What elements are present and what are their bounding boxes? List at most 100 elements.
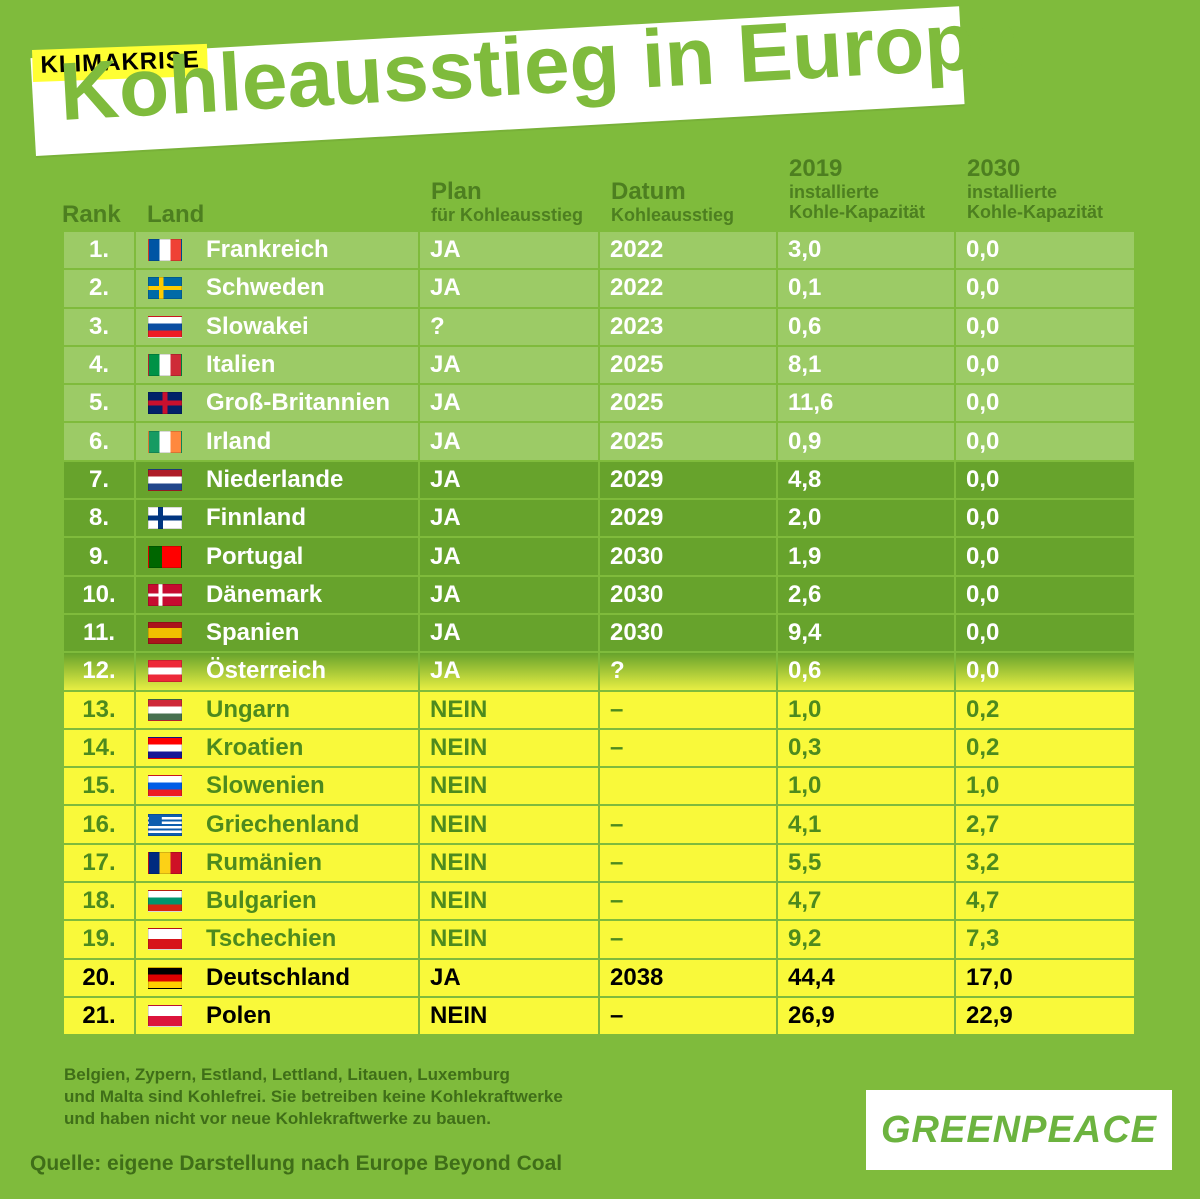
- czechia-flag-icon: [148, 928, 182, 951]
- plan-cell: JA: [420, 614, 598, 652]
- ireland-flag-icon: [148, 430, 182, 453]
- capacity-2019-cell: 3,0: [778, 232, 954, 269]
- capacity-2019-cell: 2,6: [778, 576, 954, 613]
- header-plan-sub: für Kohleausstieg: [431, 205, 584, 225]
- header-datum-sub: Kohleausstieg: [611, 205, 735, 225]
- rank-cell: 9.: [64, 538, 134, 575]
- rank-cell: 12.: [64, 653, 134, 690]
- capacity-2030-cell: 0,0: [956, 385, 1134, 422]
- croatia-flag-icon: [148, 737, 182, 759]
- datum-cell: –: [600, 883, 776, 920]
- rank-cell: 4.: [64, 346, 134, 384]
- rank-cell: 13.: [64, 691, 134, 728]
- land-name: Spanien: [206, 619, 300, 647]
- portugal-flag-icon: [148, 545, 182, 568]
- capacity-2019-cell: 11,6: [778, 385, 954, 422]
- datum-cell: –: [600, 844, 776, 882]
- capacity-2030-cell: 7,3: [956, 921, 1134, 958]
- land-name: Portugal: [206, 542, 304, 570]
- datum-cell: 2030: [600, 576, 776, 613]
- land-cell: Polen: [136, 997, 418, 1035]
- bulgaria-flag-icon: [148, 890, 182, 913]
- header-cap2019: 2019 installierte Kohle-Kapazität: [789, 157, 926, 222]
- land-name: Bulgarien: [206, 887, 317, 915]
- plan-cell: JA: [420, 232, 598, 269]
- land-cell: Groß-Britannien: [136, 385, 418, 422]
- header-cap2019-sub1: installierte: [789, 182, 880, 202]
- datum-cell: 2029: [600, 461, 776, 499]
- greenpeace-logo-text: GREENPEACE: [880, 1108, 1158, 1151]
- table-row: 15. Slowenien NEIN 1,0 1,0: [64, 768, 1134, 806]
- land-cell: Slowenien: [136, 768, 418, 805]
- capacity-2019-cell: 9,2: [778, 921, 954, 958]
- germany-flag-icon: [148, 966, 182, 989]
- plan-cell: JA: [420, 500, 598, 537]
- plan-cell: NEIN: [420, 921, 598, 958]
- rank-cell: 3.: [64, 308, 134, 345]
- land-cell: Irland: [136, 423, 418, 460]
- plan-cell: NEIN: [420, 997, 598, 1035]
- plan-cell: JA: [420, 346, 598, 384]
- capacity-2019-cell: 1,9: [778, 538, 954, 575]
- rank-cell: 18.: [64, 883, 134, 920]
- land-name: Finnland: [206, 504, 306, 532]
- land-cell: Deutschland: [136, 959, 418, 996]
- table-row: 4. Italien JA 2025 8,1 0,0: [64, 346, 1134, 385]
- source-note: Quelle: eigene Darstellung nach Europe B…: [30, 1152, 563, 1175]
- header-cap2030-sub2: Kohle-Kapazität: [967, 202, 1104, 222]
- plan-cell: NEIN: [420, 691, 598, 728]
- land-name: Kroatien: [206, 734, 304, 761]
- table-row: 13. Ungarn NEIN –1,0 0,2: [64, 691, 1134, 730]
- datum-cell: ?: [600, 653, 776, 690]
- rank-cell: 2.: [64, 270, 134, 307]
- capacity-2019-cell: 1,0: [778, 768, 954, 805]
- table-row: 11. Spanien JA 2030 9,4 0,0: [64, 614, 1134, 653]
- capacity-2030-cell: 0,0: [956, 500, 1134, 537]
- header-cap2019-sub2: Kohle-Kapazität: [789, 202, 926, 222]
- table-row: 12. Österreich JA? 0,6 0,0: [64, 653, 1134, 691]
- capacity-2019-cell: 9,4: [778, 614, 954, 652]
- plan-cell: JA: [420, 576, 598, 613]
- rank-cell: 6.: [64, 423, 134, 460]
- capacity-2019-cell: 0,6: [778, 653, 954, 690]
- datum-cell: [600, 768, 776, 805]
- datum-cell: 2025: [600, 346, 776, 384]
- plan-cell: NEIN: [420, 806, 598, 843]
- capacity-2019-cell: 4,7: [778, 883, 954, 920]
- table-row: 1. Frankreich JA 2022 3,0 0,0: [64, 232, 1134, 270]
- table-row: 2. Schweden JA 2022 0,1 0,0: [64, 270, 1134, 308]
- land-name: Dänemark: [206, 580, 323, 608]
- plan-cell: NEIN: [420, 768, 598, 805]
- land-cell: Frankreich: [136, 232, 418, 269]
- header-cap2030-sub1: installierte: [967, 182, 1058, 202]
- plan-cell: NEIN: [420, 844, 598, 882]
- rank-cell: 20.: [64, 959, 134, 996]
- capacity-2030-cell: 22,9: [956, 997, 1134, 1035]
- ranking-table: 1. Frankreich JA 2022 3,0 0,0 2. Schweden JA 2022…: [64, 232, 1134, 1036]
- table-row: 17. Rumänien NEIN –5,5 3,2: [64, 844, 1134, 883]
- capacity-2019-cell: 0,6: [778, 308, 954, 345]
- greenpeace-logo: GREENPEACE: [866, 1090, 1172, 1170]
- capacity-2019-cell: 0,1: [778, 270, 954, 307]
- plan-cell: ?: [420, 308, 598, 345]
- land-name: Frankreich: [206, 236, 329, 264]
- table-row: 19. Tschechien NEIN –9,2 7,3: [64, 921, 1134, 959]
- capacity-2030-cell: 0,0: [956, 614, 1134, 652]
- rank-cell: 15.: [64, 768, 134, 805]
- capacity-2030-cell: 0,2: [956, 691, 1134, 728]
- plan-cell: JA: [420, 385, 598, 422]
- land-cell: Niederlande: [136, 461, 418, 499]
- header-plan: Plan für Kohleausstieg: [431, 180, 584, 225]
- rank-cell: 17.: [64, 844, 134, 882]
- header-rank: Rank: [62, 203, 121, 227]
- capacity-2019-cell: 26,9: [778, 997, 954, 1035]
- header-rank-label: Rank: [62, 201, 121, 228]
- table-row: 20. Deutschland JA 2038 44,4 17,0: [64, 959, 1134, 998]
- land-name: Österreich: [206, 657, 327, 685]
- capacity-2030-cell: 0,0: [956, 538, 1134, 575]
- land-cell: Slowakei: [136, 308, 418, 345]
- header-cap2030: 2030 installierte Kohle-Kapazität: [967, 157, 1104, 222]
- datum-cell: 2038: [600, 959, 776, 996]
- capacity-2019-cell: 1,0: [778, 691, 954, 728]
- sweden-flag-icon: [148, 277, 182, 300]
